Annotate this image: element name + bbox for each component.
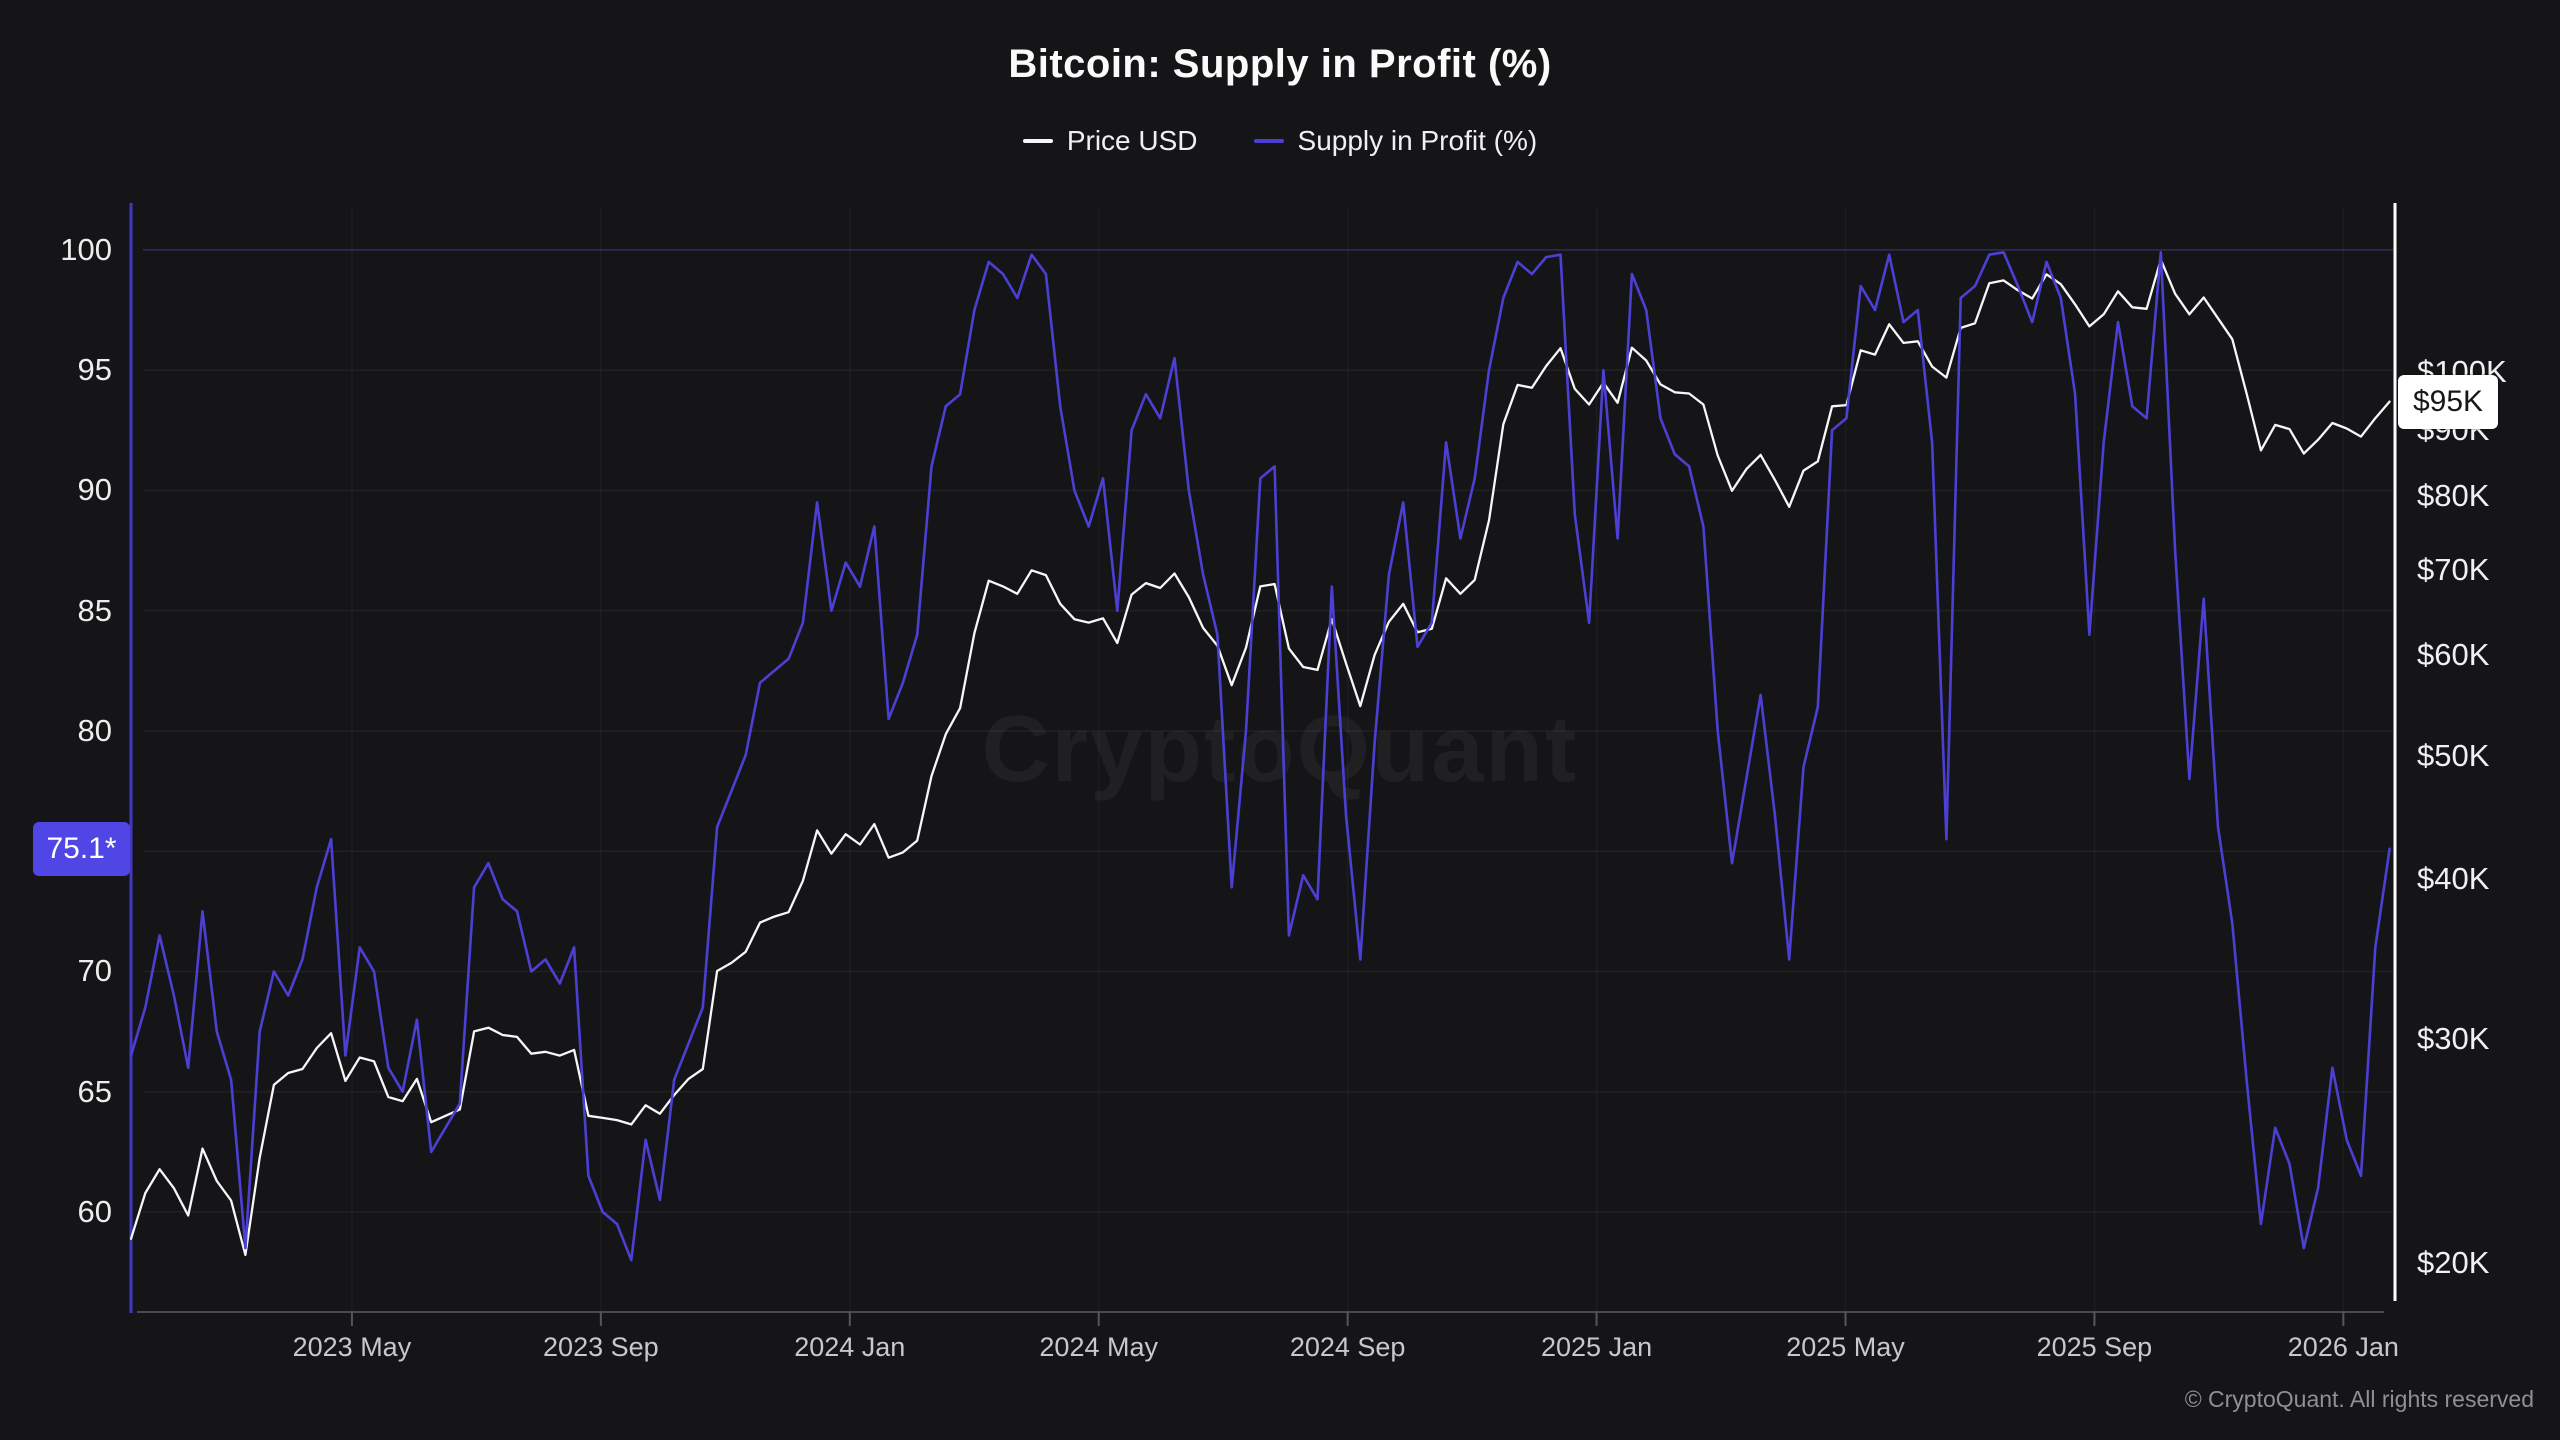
- right-axis-tick-$20K: $20K: [2417, 1245, 2490, 1281]
- x-axis-tick-2026-Jan: 2026 Jan: [2287, 1332, 2399, 1362]
- legend-item-price[interactable]: Price USD: [1022, 125, 1198, 157]
- legend-label-price: Price USD: [1066, 125, 1198, 156]
- x-axis-tick-2023-Sep: 2023 Sep: [543, 1332, 659, 1362]
- right-axis-tick-$80K: $80K: [2417, 477, 2490, 513]
- right-axis-tick-$40K: $40K: [2417, 861, 2490, 897]
- x-axis-tick-2024-Sep: 2024 Sep: [1289, 1332, 1406, 1362]
- left-axis-tick-95: 95: [77, 352, 112, 388]
- x-axis-tick-2023-May: 2023 May: [292, 1332, 412, 1362]
- left-axis-tick-85: 85: [77, 592, 112, 628]
- left-axis-tick-80: 80: [77, 712, 112, 748]
- price-line-swatch-icon: [1022, 139, 1053, 143]
- right-axis-tick-$70K: $70K: [2417, 551, 2490, 587]
- left-axis-tick-90: 90: [77, 472, 112, 508]
- chart-legend: Price USD Supply in Profit (%): [0, 125, 2560, 157]
- price-current-value-badge: $95K: [2398, 374, 2498, 429]
- legend-label-supply: Supply in Profit (%): [1297, 125, 1538, 156]
- x-axis-tick-2024-May: 2024 May: [1039, 1332, 1158, 1362]
- left-axis-tick-70: 70: [77, 953, 112, 989]
- price-line: [129, 258, 2391, 1257]
- left-axis-tick-65: 65: [77, 1073, 112, 1109]
- supply-current-value: 75.1*: [46, 831, 117, 865]
- left-axis-tick-100: 100: [60, 231, 112, 267]
- right-axis-tick-$50K: $50K: [2417, 737, 2490, 773]
- supply-line: [129, 251, 2391, 1262]
- page-title: Bitcoin: Supply in Profit (%): [1008, 42, 1552, 86]
- right-axis-tick-$60K: $60K: [2417, 636, 2490, 672]
- x-axis-tick-2024-Jan: 2024 Jan: [794, 1332, 906, 1362]
- right-axis-tick-$30K: $30K: [2417, 1020, 2490, 1056]
- supply-line-swatch-icon: [1253, 139, 1284, 143]
- x-axis-tick-2025-May: 2025 May: [1786, 1332, 1905, 1362]
- legend-item-supply[interactable]: Supply in Profit (%): [1253, 125, 1538, 157]
- copyright-text: © CryptoQuant. All rights reserved: [2184, 1386, 2534, 1412]
- left-axis-tick-60: 60: [77, 1193, 112, 1229]
- x-axis-tick-2025-Jan: 2025 Jan: [1541, 1332, 1653, 1362]
- price-current-value: $95K: [2412, 384, 2484, 418]
- supply-current-value-badge: 75.1*: [33, 821, 130, 876]
- x-axis-tick-2025-Sep: 2025 Sep: [2036, 1332, 2153, 1362]
